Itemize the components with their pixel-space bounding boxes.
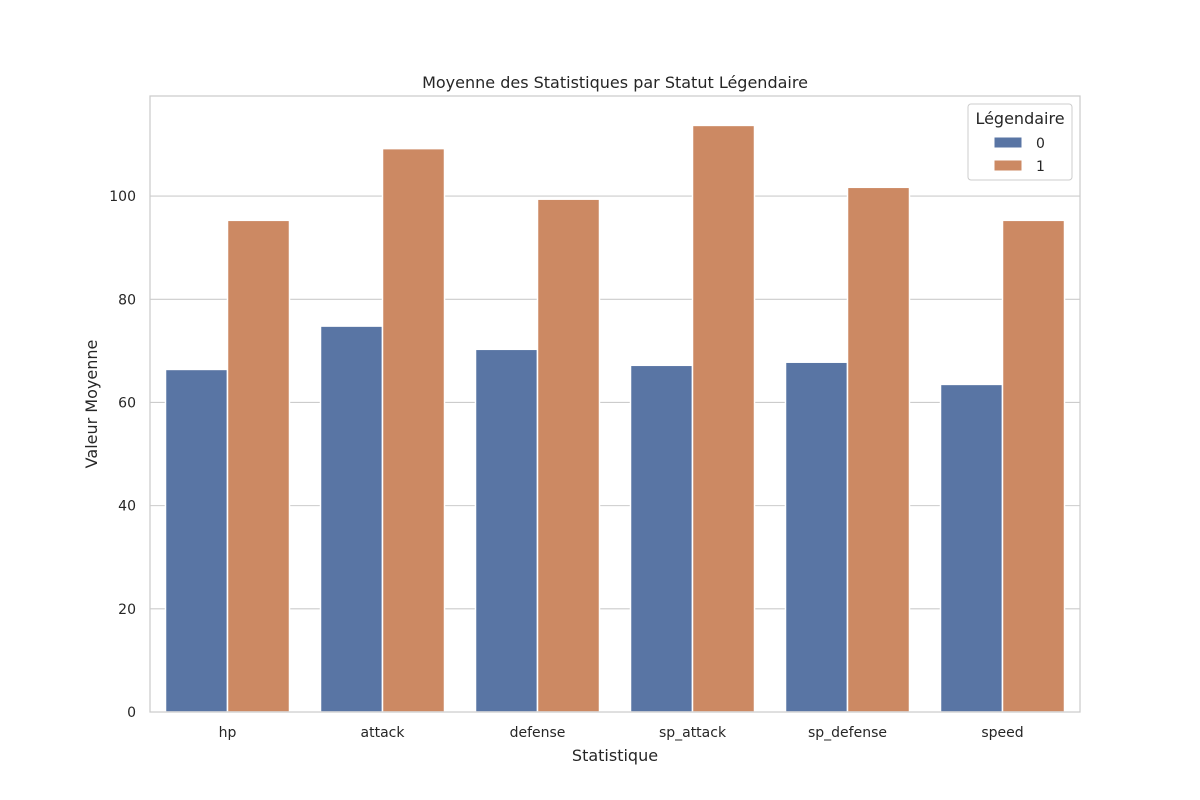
x-tick-labels: hp attack defense sp_attack sp_defense speed xyxy=(219,725,1024,741)
bar-sp_defense-series-0 xyxy=(784,361,849,713)
bar-speed-series-0 xyxy=(939,383,1004,713)
x-tick-label: attack xyxy=(361,725,406,741)
y-tick-label: 0 xyxy=(127,705,136,721)
x-tick-label: hp xyxy=(219,725,237,741)
bar-sp_attack-series-1 xyxy=(691,124,756,713)
x-tick-label: sp_attack xyxy=(659,725,727,741)
plot-frame xyxy=(149,95,1081,713)
bars xyxy=(164,124,1066,713)
x-tick-label: sp_defense xyxy=(808,725,887,741)
bar-sp_attack-series-0 xyxy=(629,364,694,713)
y-tick-label: 100 xyxy=(109,189,136,205)
chart-title: Moyenne des Statistiques par Statut Lége… xyxy=(422,73,808,92)
bar-hp-series-1 xyxy=(226,219,291,713)
x-tick-label: defense xyxy=(510,725,566,741)
y-tick-labels: 0 20 40 60 80 100 xyxy=(109,189,136,721)
legend-title: Légendaire xyxy=(975,109,1064,128)
y-tick-label: 80 xyxy=(118,292,136,308)
x-tick-label: speed xyxy=(981,725,1023,741)
bar-defense-series-1 xyxy=(536,198,601,713)
bar-speed-series-1 xyxy=(1001,219,1066,713)
bar-attack-series-0 xyxy=(319,325,384,713)
legend-label-1: 1 xyxy=(1036,159,1045,175)
y-tick-label: 60 xyxy=(118,395,136,411)
legend-label-0: 0 xyxy=(1036,136,1045,152)
legend: Légendaire 0 1 xyxy=(967,103,1073,181)
bar-sp_defense-series-1 xyxy=(846,186,911,713)
x-axis-title: Statistique xyxy=(572,746,658,765)
y-axis-title: Valeur Moyenne xyxy=(82,340,101,469)
y-tick-label: 20 xyxy=(118,602,136,618)
y-tick-label: 40 xyxy=(118,499,136,515)
bar-hp-series-0 xyxy=(164,368,229,713)
bar-defense-series-0 xyxy=(474,348,539,713)
bar-attack-series-1 xyxy=(381,147,446,713)
legend-swatch-0 xyxy=(993,136,1023,149)
legend-swatch-1 xyxy=(993,159,1023,172)
